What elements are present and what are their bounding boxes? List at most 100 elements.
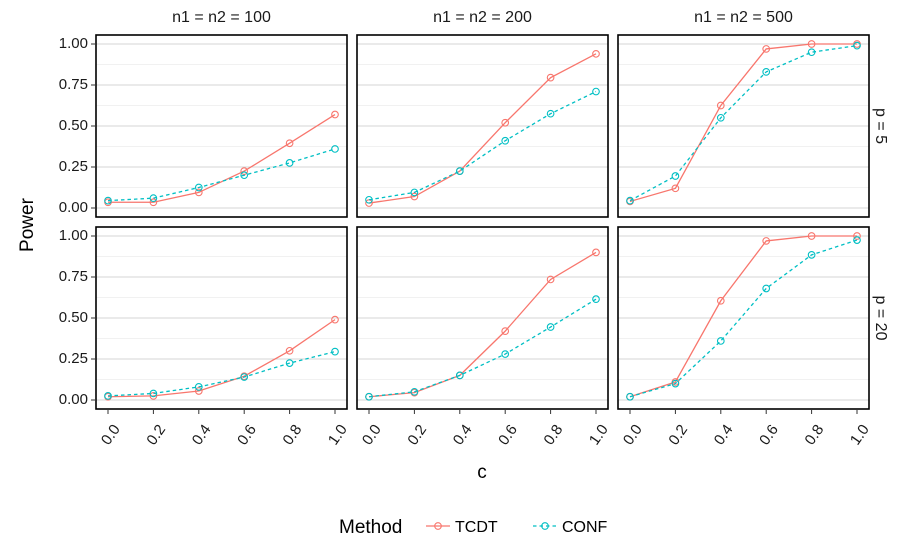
data-point-tcdt	[149, 392, 158, 400]
data-point-tcdt	[149, 198, 158, 207]
data-point-conf	[365, 195, 373, 204]
x-tick-label: 0.4	[711, 422, 737, 449]
data-point-conf	[626, 196, 634, 205]
data-point-conf	[716, 113, 725, 122]
y-tick-label: 0.50	[59, 309, 88, 326]
data-point-conf	[194, 383, 203, 391]
data-point-tcdt	[546, 275, 555, 284]
data-point-tcdt	[331, 315, 339, 324]
x-tick-label: 0.2	[404, 422, 430, 449]
x-tick-label: 1.0	[847, 422, 873, 449]
x-tick-label: 0.8	[280, 422, 306, 449]
data-point-conf	[331, 347, 339, 356]
data-point-tcdt	[807, 40, 816, 48]
data-point-conf	[455, 371, 464, 380]
data-point-tcdt	[592, 49, 600, 58]
data-point-tcdt	[285, 346, 294, 355]
legend-key-point	[541, 522, 549, 530]
facet-column-label: n1 = n2 = 500	[694, 9, 793, 26]
series-line-tcdt	[368, 53, 597, 204]
facet-panel	[95, 226, 348, 410]
data-point-conf	[501, 136, 510, 145]
data-point-conf	[331, 145, 339, 153]
data-point-tcdt	[762, 237, 771, 245]
data-point-conf	[853, 41, 861, 50]
data-point-tcdt	[592, 248, 600, 257]
data-point-conf	[592, 87, 600, 96]
x-tick-label: 0.8	[541, 422, 567, 449]
data-point-tcdt	[671, 184, 680, 193]
data-point-conf	[455, 167, 464, 175]
series-line-conf	[629, 239, 858, 398]
x-tick-label: 0.8	[802, 422, 828, 449]
data-point-conf	[592, 295, 600, 303]
x-tick-label: 0.6	[234, 422, 260, 449]
facet-column-label: n1 = n2 = 100	[172, 9, 271, 26]
y-tick-label: 1.00	[59, 227, 88, 244]
x-tick-label: 0.0	[98, 422, 124, 449]
x-axis-title: c	[477, 462, 487, 483]
facet-row-label: p = 20	[872, 296, 889, 341]
data-point-conf	[285, 359, 294, 367]
data-point-tcdt	[194, 188, 203, 197]
data-point-conf	[104, 392, 112, 400]
facet-column-label: n1 = n2 = 200	[433, 9, 532, 26]
facet-panel	[617, 34, 870, 218]
data-point-tcdt	[853, 232, 861, 240]
data-point-conf	[762, 68, 771, 76]
panel-border	[617, 226, 870, 410]
x-tick-label: 0.0	[620, 422, 646, 449]
facet-panel	[95, 34, 348, 218]
legend-entry-label: TCDT	[455, 519, 498, 536]
legend-key-point	[434, 522, 442, 530]
x-tick-label: 0.4	[189, 422, 215, 449]
data-point-conf	[501, 350, 510, 358]
panel-border	[356, 226, 609, 410]
legend-title: Method	[339, 517, 402, 538]
data-point-tcdt	[501, 118, 510, 127]
legend: Method TCDT CONF	[339, 517, 608, 538]
data-point-tcdt	[546, 73, 555, 82]
data-point-conf	[762, 284, 771, 293]
data-point-tcdt	[807, 232, 816, 240]
x-tick-label: 0.2	[665, 422, 691, 449]
y-tick-label: 0.25	[59, 158, 88, 175]
series-line-conf	[368, 298, 597, 398]
data-point-conf	[365, 392, 373, 401]
data-point-conf	[149, 194, 158, 203]
facet-panel	[356, 226, 609, 410]
data-point-conf	[285, 159, 294, 167]
data-point-conf	[716, 337, 725, 345]
x-tick-label: 1.0	[586, 422, 612, 449]
y-tick-label: 0.75	[59, 268, 88, 285]
y-tick-label: 0.50	[59, 117, 88, 134]
series-line-conf	[629, 44, 858, 202]
x-tick-label: 0.0	[359, 422, 385, 449]
panel-border	[617, 34, 870, 218]
x-tick-label: 0.2	[143, 422, 169, 449]
data-point-conf	[149, 389, 158, 398]
legend-entry-label: CONF	[562, 519, 608, 536]
y-axis-title: Power	[17, 197, 38, 252]
data-point-conf	[240, 373, 249, 381]
data-point-tcdt	[716, 296, 725, 305]
facet-panel	[356, 34, 609, 218]
data-point-conf	[240, 171, 249, 180]
y-tick-label: 0.00	[59, 199, 88, 216]
data-point-conf	[671, 172, 680, 180]
facet-panel	[617, 226, 870, 410]
data-point-tcdt	[194, 387, 203, 395]
data-point-conf	[807, 251, 816, 259]
data-point-conf	[671, 379, 680, 388]
data-point-tcdt	[285, 139, 294, 148]
data-point-conf	[546, 109, 555, 118]
data-point-conf	[807, 48, 816, 57]
series-line-tcdt	[108, 113, 336, 203]
y-tick-label: 0.25	[59, 350, 88, 367]
y-tick-label: 0.75	[59, 76, 88, 93]
x-tick-label: 0.6	[756, 422, 782, 449]
data-point-tcdt	[331, 110, 339, 119]
series-line-tcdt	[107, 319, 336, 398]
x-tick-label: 0.6	[495, 422, 521, 449]
